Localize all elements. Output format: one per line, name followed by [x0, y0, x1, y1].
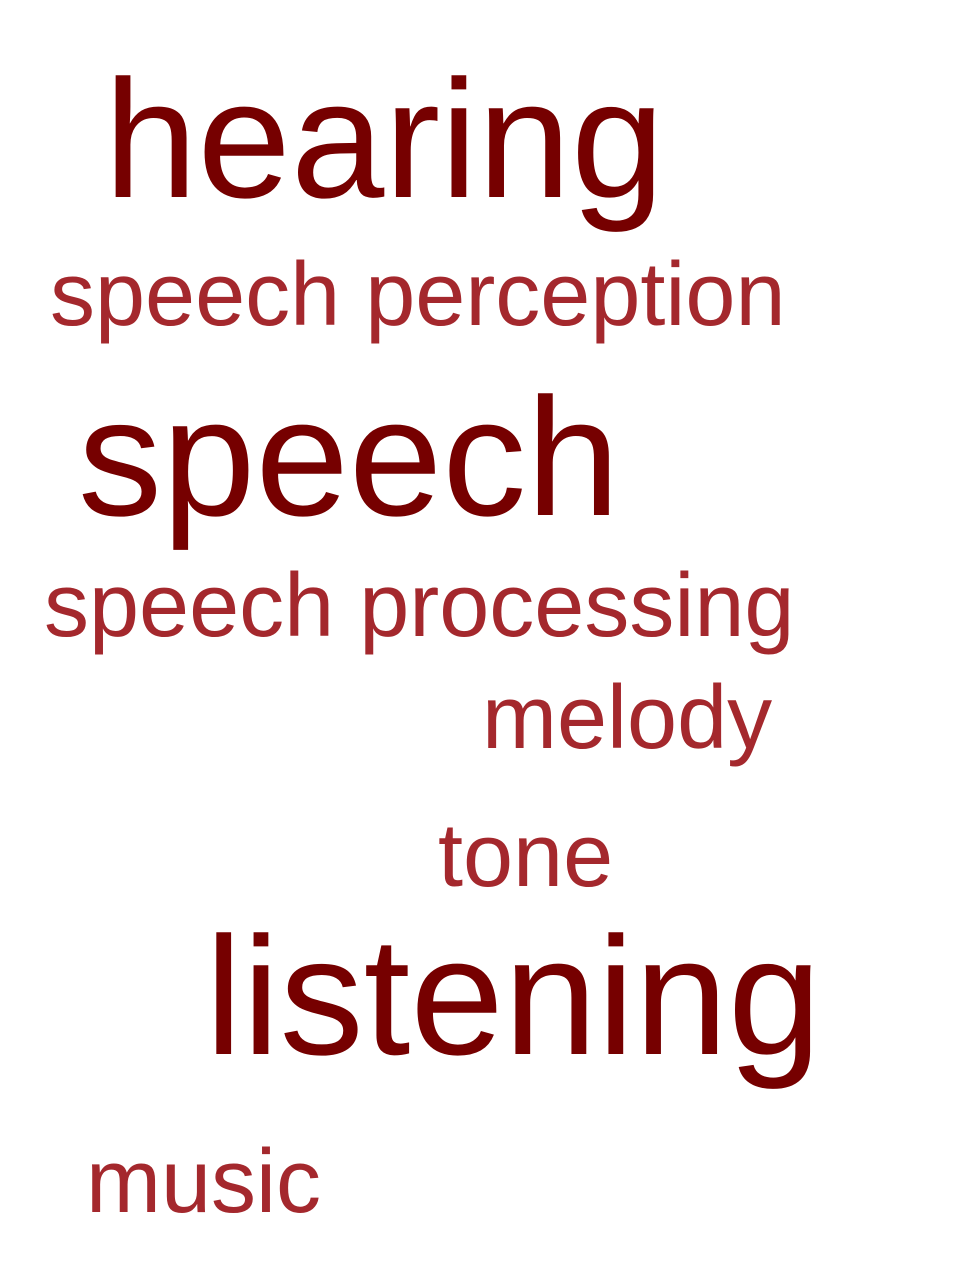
word-speech-perception: speech perception [50, 245, 786, 345]
word-hearing: hearing [104, 45, 665, 233]
word-speech-processing: speech processing [44, 556, 795, 656]
word-listening: listening [205, 902, 822, 1090]
word-melody: melody [482, 668, 773, 768]
word-tone: tone [438, 806, 614, 906]
word-music: music [86, 1132, 322, 1232]
word-speech: speech [78, 363, 620, 551]
